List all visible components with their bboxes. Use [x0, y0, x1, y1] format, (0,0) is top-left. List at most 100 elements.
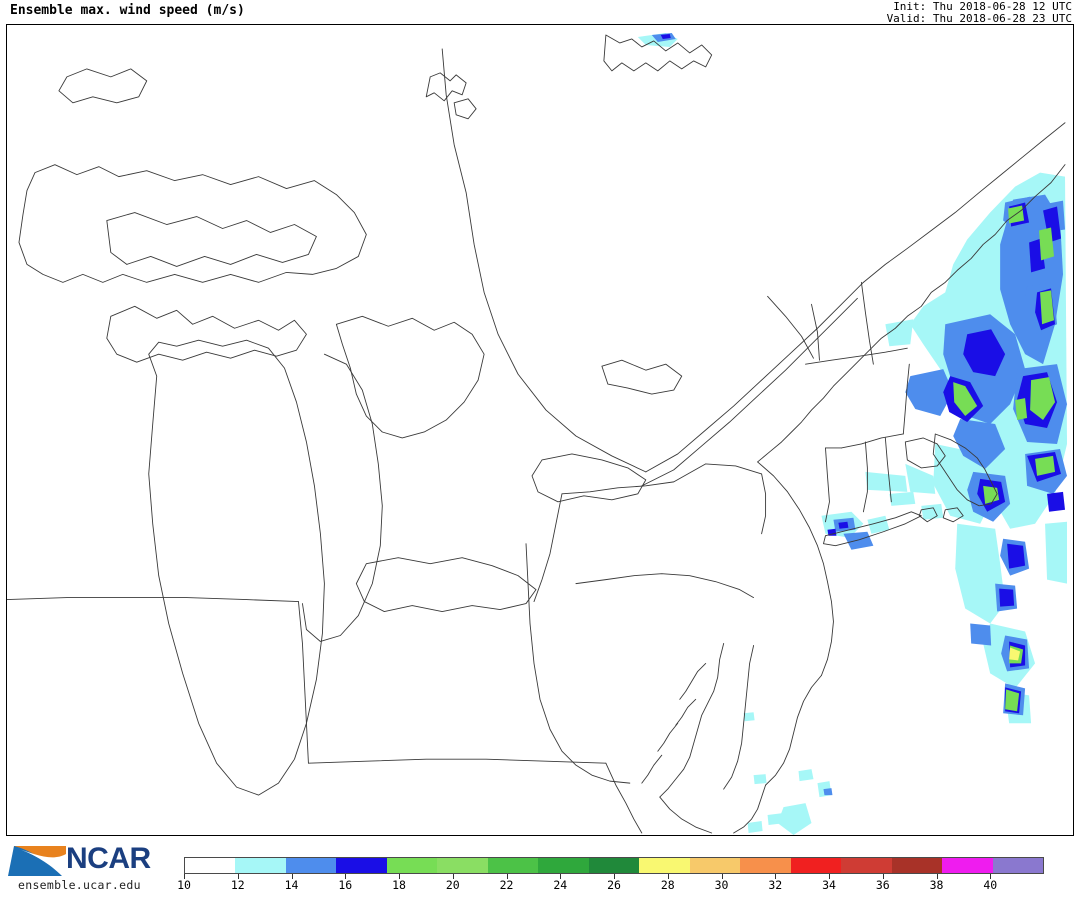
colorbar-swatch-34: [790, 858, 842, 873]
colorbar-tick-18: [399, 874, 400, 879]
colorbar-label-14: 14: [284, 878, 299, 892]
page-title: Ensemble max. wind speed (m/s): [10, 3, 245, 18]
colorbar-ticks: [184, 874, 1044, 880]
border-ontario-quebec: [441, 48, 647, 473]
border-state-2: [298, 601, 309, 764]
colorbar-swatch-20: [437, 858, 488, 873]
colorbar-label-24: 24: [553, 878, 568, 892]
border-state-4: [605, 762, 643, 834]
init-time: Init: Thu 2018-06-28 12 UTC: [893, 0, 1072, 13]
coastline-potomac: [679, 662, 707, 700]
coastline-chesapeake-west: [659, 643, 725, 798]
river-st-lawrence-south: [641, 297, 858, 487]
colorbar-label-28: 28: [660, 878, 675, 892]
border-quebec-maine: [862, 122, 1066, 283]
colorbar-label-16: 16: [338, 878, 353, 892]
colorbar-label-30: 30: [714, 878, 729, 892]
border-pa-south: [575, 573, 755, 599]
border-ny-vt: [767, 295, 814, 359]
coastline-cape-cod: [932, 433, 998, 507]
colorbar-swatch-32: [740, 858, 791, 873]
colorbar-label-18: 18: [392, 878, 406, 892]
colorbar-label-12: 12: [230, 878, 245, 892]
border-pa-west: [533, 493, 563, 603]
coastline-outer-banks: [733, 784, 767, 834]
border-ct-ma: [840, 433, 904, 449]
contour-yellow-core: [1009, 647, 1021, 661]
colorbar-label-32: 32: [768, 878, 783, 892]
coastline-york-river: [657, 722, 679, 752]
map-frame: [6, 24, 1074, 836]
geography-layer: [7, 34, 1066, 834]
coastline-lake-erie: [355, 557, 537, 613]
coastline-long-island: [823, 511, 922, 547]
colorbar-label-38: 38: [929, 878, 944, 892]
windspeed-contour-layer: [637, 32, 1068, 835]
border-state-3: [307, 758, 607, 764]
valid-time: Valid: Thu 2018-06-28 23 UTC: [886, 11, 1072, 25]
colorbar-swatch-22: [487, 858, 539, 873]
contour-james-bay: [637, 32, 678, 47]
coastline-james-river: [641, 754, 663, 784]
colorbar-swatch-14: [285, 858, 337, 873]
colorbar-tick-40: [990, 874, 992, 879]
forecast-timestamps: Init: Thu 2018-06-28 12 UTC Valid: Thu 2…: [887, 1, 1072, 24]
coastline-canada-lakes: [58, 68, 148, 104]
coastline-lake-huron-west: [301, 353, 383, 642]
coastline-chesapeake-east: [723, 645, 755, 790]
colorbar-tick-28: [667, 874, 669, 879]
border-ny-nj: [761, 473, 767, 535]
colorbar[interactable]: 10 12 14 16 18 20 22 24 26 28 30 32 34 36 38 40: [177, 857, 1044, 892]
colorbar-tick-12: [237, 874, 239, 879]
border-ma-nh-east: [902, 363, 910, 435]
colorbar-swatch-10: [185, 858, 236, 873]
coastline-small-lake: [425, 72, 467, 102]
border-ohio-wv: [525, 543, 631, 784]
colorbar-tick-30: [721, 874, 723, 879]
coastline-massachusetts-bay: [904, 437, 946, 469]
coastline-upper-peninsula: [106, 305, 307, 363]
colorbar-tick-36: [882, 874, 884, 879]
contour-mid-atlantic-patches: [743, 712, 833, 835]
ncar-logomark-icon: [8, 846, 66, 876]
colorbar-swatch-16: [336, 858, 387, 873]
colorbar-label-40: 40: [983, 878, 998, 892]
colorbar-tick-26: [614, 874, 615, 879]
colorbar-tick-34: [829, 874, 830, 879]
coastline-maine: [757, 164, 1066, 463]
colorbar-swatch-28: [639, 858, 690, 873]
colorbar-label-26: 26: [607, 878, 621, 892]
colorbar-swatch-18: [386, 858, 438, 873]
colorbar-label-34: 34: [822, 878, 836, 892]
coastline-delmarva-east: [765, 674, 822, 786]
colorbar-tick-38: [936, 874, 938, 879]
colorbar-label-22: 22: [499, 878, 514, 892]
border-nh-me: [860, 281, 874, 365]
coastline-nc-north: [659, 796, 713, 834]
colorbar-swatch-38: [891, 858, 943, 873]
colorbar-swatch-26: [588, 858, 640, 873]
colorbar-swatches: [184, 857, 1044, 874]
ncar-logo-url: ensemble.ucar.edu: [18, 878, 141, 892]
colorbar-swatch-42: [992, 858, 1043, 873]
colorbar-tick-22: [506, 874, 508, 879]
border-state-1: [7, 597, 299, 603]
coastline-nantucket: [942, 507, 964, 523]
border-ct-river: [862, 441, 868, 513]
coastline-georgian-bay: [335, 315, 485, 439]
ncar-logo[interactable]: NCAR ensemble.ucar.edu: [8, 842, 173, 894]
map-canvas[interactable]: [7, 25, 1073, 835]
colorbar-tick-32: [775, 874, 777, 879]
colorbar-tick-10: [184, 874, 185, 879]
coastline-new-jersey: [757, 461, 834, 676]
colorbar-tick-24: [560, 874, 562, 879]
colorbar-tick-16: [345, 874, 347, 879]
colorbar-label-20: 20: [445, 878, 460, 892]
header: Ensemble max. wind speed (m/s) Init: Thu…: [0, 0, 1080, 24]
border-ct-ri: [884, 437, 892, 503]
coastline-lake-ontario: [531, 453, 647, 503]
coastline-rappahannock: [675, 698, 697, 726]
colorbar-tick-20: [452, 874, 454, 879]
coastline-lake-michigan: [148, 339, 325, 796]
